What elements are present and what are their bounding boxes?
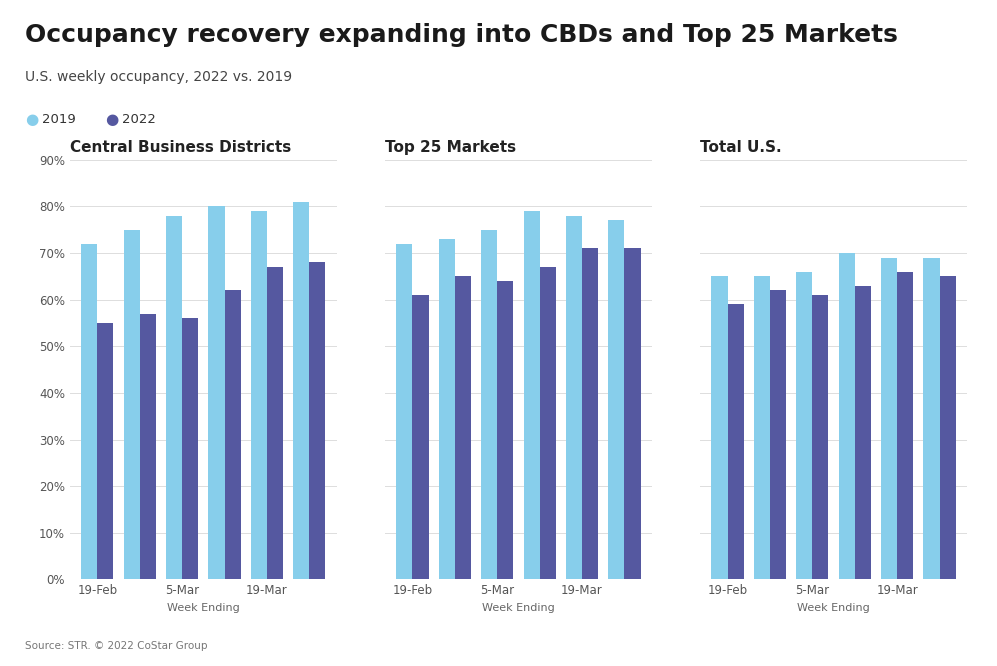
Bar (923, 258, 939, 579)
Bar (838, 253, 854, 579)
Text: U.S. weekly occupancy, 2022 vs. 2019: U.S. weekly occupancy, 2022 vs. 2019 (25, 70, 292, 84)
Bar (208, 206, 224, 579)
Bar (498, 281, 513, 579)
Bar (881, 258, 897, 579)
Bar (267, 267, 283, 579)
Bar (439, 239, 455, 579)
Text: ●: ● (105, 113, 118, 127)
Bar (182, 318, 198, 579)
Bar (770, 290, 786, 579)
Bar (539, 267, 555, 579)
Bar (140, 314, 156, 579)
X-axis label: Week Ending: Week Ending (166, 603, 239, 613)
Bar (98, 323, 114, 579)
Bar (81, 244, 98, 579)
Bar (939, 276, 956, 579)
Bar (224, 290, 240, 579)
Bar (166, 216, 182, 579)
Text: ●: ● (25, 113, 38, 127)
Bar (251, 211, 267, 579)
Text: Source: STR. © 2022 CoStar Group: Source: STR. © 2022 CoStar Group (25, 641, 207, 651)
Text: Occupancy recovery expanding into CBDs and Top 25 Markets: Occupancy recovery expanding into CBDs a… (25, 23, 898, 47)
Bar (566, 216, 582, 579)
Bar (397, 244, 413, 579)
Bar (608, 220, 624, 579)
Bar (293, 202, 309, 579)
Text: Top 25 Markets: Top 25 Markets (385, 139, 516, 155)
X-axis label: Week Ending: Week Ending (483, 603, 554, 613)
Bar (728, 304, 744, 579)
Bar (797, 272, 813, 579)
Text: Total U.S.: Total U.S. (700, 139, 782, 155)
Bar (523, 211, 539, 579)
Bar (754, 276, 770, 579)
Bar (124, 230, 140, 579)
Bar (813, 295, 829, 579)
Bar (309, 262, 325, 579)
Bar (582, 248, 598, 579)
Bar (455, 276, 471, 579)
X-axis label: Week Ending: Week Ending (798, 603, 870, 613)
Text: 2022: 2022 (122, 113, 156, 127)
Bar (413, 295, 429, 579)
Bar (482, 230, 498, 579)
Bar (712, 276, 728, 579)
Text: Central Business Districts: Central Business Districts (70, 139, 291, 155)
Bar (854, 286, 870, 579)
Bar (624, 248, 640, 579)
Text: 2019: 2019 (42, 113, 76, 127)
Bar (897, 272, 913, 579)
